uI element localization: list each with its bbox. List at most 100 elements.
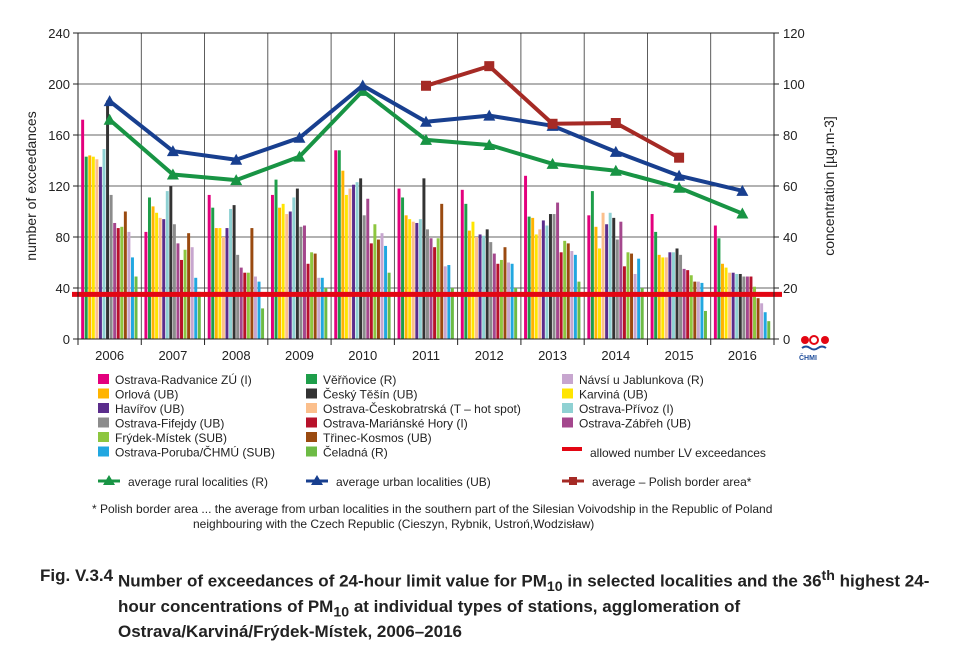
footnote-line-1: * Polish border area ... the average fro…: [92, 502, 773, 516]
line-point: [547, 118, 558, 129]
line-point: [483, 109, 496, 121]
bar: [689, 275, 693, 339]
bar: [756, 298, 760, 339]
bar: [113, 222, 117, 339]
legend: Ostrava-Radvanice ZÚ (I) Věřňovice (R) Náv…: [98, 372, 766, 489]
bar: [514, 288, 518, 339]
bar: [622, 266, 626, 339]
bar: [482, 235, 486, 339]
caption-label: Fig. V.3.4: [40, 566, 114, 585]
bar: [387, 272, 391, 339]
bar: [324, 288, 328, 339]
bar: [753, 286, 756, 339]
legend-label-line: average urban localities (UB): [336, 475, 491, 489]
legend-label: Frýdek-Místek (SUB): [115, 431, 227, 445]
y2-tick-label: 60: [783, 179, 797, 194]
caption-sup: th: [821, 568, 835, 584]
x-tick-label: 2011: [412, 348, 440, 363]
legend-swatch: [98, 417, 109, 428]
bar: [615, 239, 619, 339]
bar: [682, 268, 686, 339]
y2-tick-label: 100: [783, 77, 805, 92]
bar: [717, 238, 721, 339]
legend-label: Ostrava-Fifejdy (UB): [115, 417, 224, 431]
bar: [700, 282, 704, 339]
y2-tick-label: 0: [783, 332, 790, 347]
bar: [355, 182, 359, 339]
line-point: [166, 145, 179, 157]
legend-swatch: [306, 388, 317, 399]
bar: [573, 254, 577, 339]
line-point: [356, 79, 369, 91]
bar: [749, 276, 753, 339]
caption-num: 36: [802, 571, 822, 591]
line-point: [736, 184, 749, 196]
bar: [120, 226, 124, 339]
bar: [218, 228, 222, 339]
footnote-line-2: neighbouring with the Czech Republic (Ci…: [193, 517, 595, 531]
bar: [250, 228, 254, 339]
bar: [281, 203, 285, 339]
bar: [278, 207, 282, 339]
bar: [637, 258, 641, 339]
bar: [306, 263, 310, 339]
bar: [601, 212, 605, 339]
line-point: [103, 95, 116, 107]
bar: [134, 276, 138, 339]
bar: [239, 267, 243, 339]
bar: [587, 215, 591, 339]
bar: [608, 212, 612, 339]
bar: [225, 228, 229, 339]
bar: [728, 272, 732, 339]
line-point: [103, 113, 116, 125]
bar: [696, 281, 700, 339]
logo-wave-icon: [801, 345, 827, 351]
y-tick-label: 120: [48, 179, 70, 194]
y-axis-label: number of exceedances: [23, 111, 39, 260]
legend-label: Věřňovice (R): [323, 373, 396, 387]
x-tick-label: 2010: [348, 348, 377, 363]
caption-text-c: highest 24-hour concentrations of PM: [118, 571, 930, 617]
line-point: [609, 145, 622, 157]
x-axis-ticks: 2006 2007 2008 2009 2010 2011 2012 2013 2014 2015…: [77, 339, 775, 363]
bar: [362, 215, 366, 339]
x-tick-label: 2014: [601, 348, 630, 363]
bar: [270, 194, 274, 339]
y-tick-label: 160: [48, 128, 70, 143]
legend-swatch: [98, 403, 109, 413]
y2-tick-label: 40: [783, 230, 797, 245]
legend-swatch: [306, 417, 317, 428]
legend-marker: [569, 477, 577, 485]
bar: [411, 221, 415, 339]
bar: [221, 237, 225, 339]
bar: [471, 221, 475, 339]
bar: [566, 243, 570, 339]
bar: [373, 224, 377, 339]
legend-label: Karviná (UB): [579, 388, 648, 402]
bar: [548, 214, 552, 339]
bar: [693, 281, 697, 339]
bar: [590, 191, 594, 339]
bar: [489, 242, 493, 339]
line-point: [421, 80, 431, 91]
bar: [460, 189, 464, 339]
bar: [197, 291, 201, 339]
x-tick-label: 2012: [475, 348, 504, 363]
bar: [81, 119, 85, 339]
bar: [243, 272, 247, 339]
bar: [176, 243, 180, 339]
bar: [467, 230, 471, 339]
bar: [605, 224, 609, 339]
legend-swatch: [98, 446, 109, 457]
x-tick-label: 2015: [665, 348, 694, 363]
bar: [475, 237, 478, 339]
legend-label: Ostrava-Radvanice ZÚ (I): [115, 372, 252, 387]
bar: [102, 149, 106, 339]
legend-label: Havířov (UB): [115, 402, 184, 416]
y-tick-label: 0: [63, 332, 70, 347]
bar: [450, 288, 454, 339]
bar: [524, 175, 528, 339]
line-point: [673, 181, 686, 193]
bar: [443, 266, 447, 339]
